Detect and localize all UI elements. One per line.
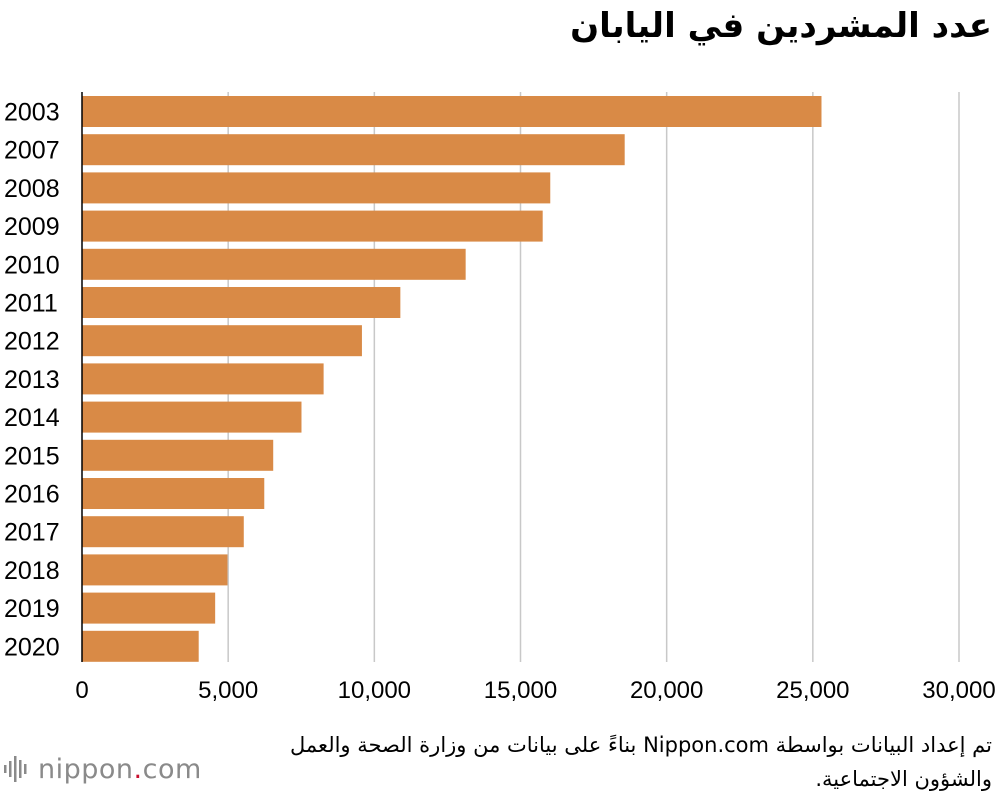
year-label: 2011: [4, 290, 58, 318]
year-label: 2007: [4, 137, 60, 165]
bar-2015: [82, 439, 274, 471]
bar-2012: [82, 325, 362, 357]
bar-2020: [82, 630, 199, 662]
bar-2019: [82, 592, 216, 624]
year-label: 2020: [4, 633, 60, 661]
year-label: 2003: [4, 99, 60, 127]
bar-2010: [82, 248, 466, 280]
year-label: 2017: [4, 519, 60, 547]
x-tick-label: 15,000: [484, 677, 557, 704]
bars: [82, 96, 822, 662]
x-tick-label: 30,000: [922, 677, 995, 704]
logo-wordmark: nippon.com: [38, 753, 202, 785]
x-tick-label: 5,000: [198, 677, 258, 704]
year-label: 2013: [4, 366, 60, 394]
year-label: 2010: [4, 251, 60, 279]
nippon-logo: nippon.com: [4, 752, 202, 786]
bar-2016: [82, 478, 265, 509]
bar-2017: [82, 516, 244, 548]
bar-2011: [82, 287, 401, 318]
year-label: 2019: [4, 595, 60, 623]
sound-wave-icon: [4, 756, 27, 782]
bar-2008: [82, 172, 551, 204]
bar-2018: [82, 554, 228, 586]
bar-chart: 2003 2007 2008 2009 2010 2011 2012 2013 2014 2015…: [4, 92, 996, 704]
bar-2014: [82, 401, 302, 433]
source-note: تم إعداد البيانات بواسطة Nippon.com بناء…: [290, 733, 992, 791]
year-labels: 2003 2007 2008 2009 2010 2011 2012 2013 2014 2015…: [4, 99, 60, 662]
bar-2009: [82, 210, 543, 242]
x-tick-label: 20,000: [630, 677, 703, 704]
year-label: 2014: [4, 404, 60, 432]
year-label: 2016: [4, 481, 60, 509]
year-label: 2018: [4, 557, 60, 585]
x-tick-label: 0: [75, 677, 88, 704]
bar-2003: [82, 96, 822, 127]
year-label: 2012: [4, 328, 60, 356]
x-tick-label: 10,000: [338, 677, 411, 704]
chart-title: عدد المشردين في اليابان: [570, 6, 992, 46]
year-label: 2015: [4, 442, 60, 470]
bar-2007: [82, 134, 625, 166]
x-axis-tick-labels: 0 5,000 10,000 15,000 20,000 25,000 30,000: [75, 677, 995, 704]
year-label: 2009: [4, 213, 60, 241]
x-tick-label: 25,000: [776, 677, 849, 704]
bar-2013: [82, 363, 324, 395]
year-label: 2008: [4, 175, 60, 203]
